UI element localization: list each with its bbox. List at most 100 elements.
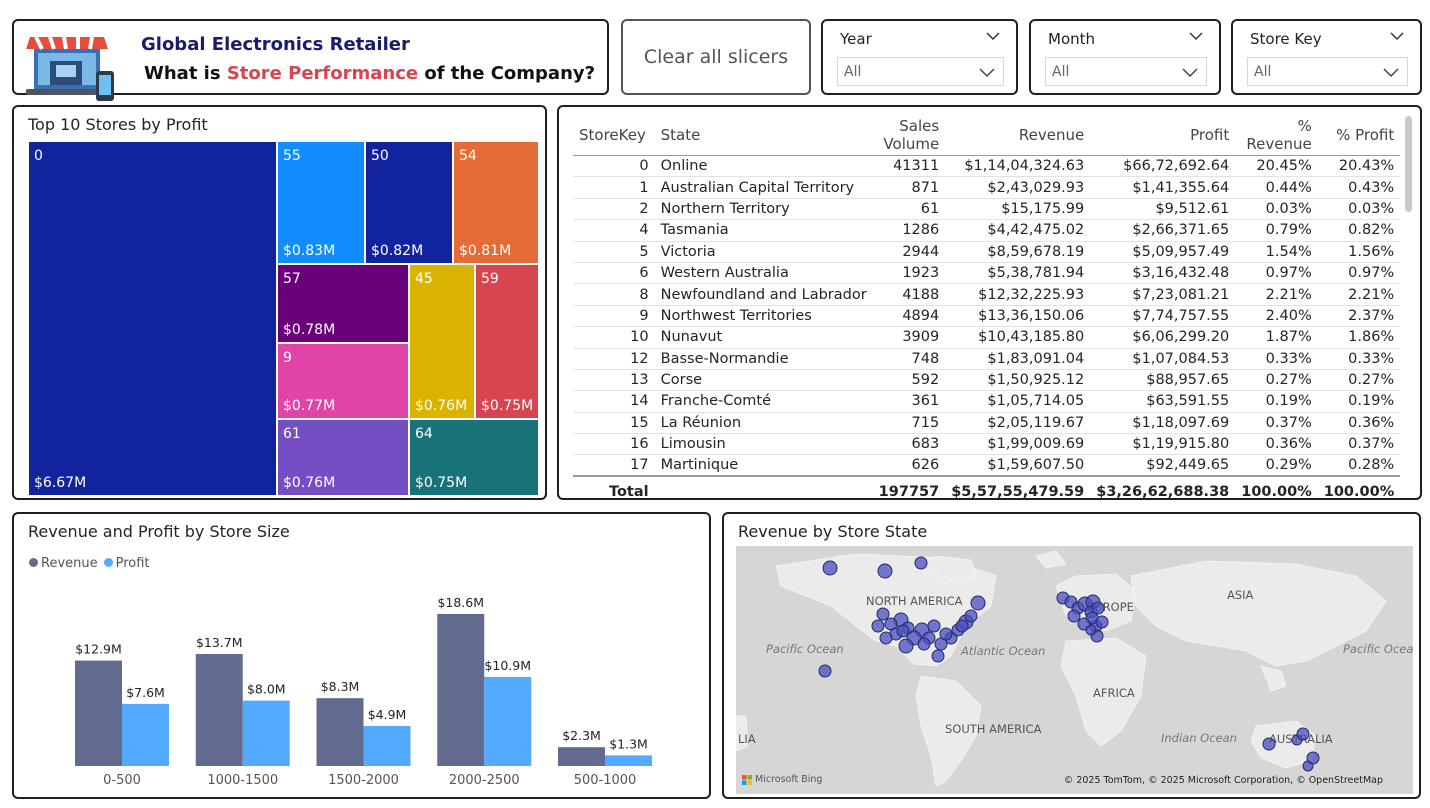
table-row[interactable]: 13 Corse 592 $1,50,925.12 $88,957.65 0.27% 0.2… — [573, 369, 1401, 392]
month-dropdown[interactable]: All — [1045, 57, 1207, 86]
treemap-cell-value: $0.75M — [481, 398, 534, 414]
legend-item[interactable]: Revenue — [29, 556, 98, 571]
table-row[interactable]: 17 Martinique 626 $1,59,607.50 $92,449.65 0.2… — [573, 454, 1401, 477]
map-bubble[interactable] — [1085, 624, 1097, 636]
bar-revenue[interactable] — [437, 614, 485, 766]
world-map[interactable]: NORTH AMERICA EUROPE ASIA AFRICA SOUTH A… — [736, 546, 1413, 794]
year-dropdown[interactable]: All — [837, 57, 1004, 86]
table-column-header[interactable]: % Profit — [1317, 115, 1401, 156]
treemap-cell[interactable]: 61 $0.76M — [277, 419, 409, 496]
bar-revenue[interactable] — [316, 698, 364, 766]
map-bubble[interactable] — [1262, 737, 1276, 751]
bar-chart: $12.9M $7.6M 0-500 $13.7M $8.0M 1000-1500 $8.3… — [75, 595, 652, 788]
legend-label: Profit — [115, 556, 150, 571]
bar-profit[interactable] — [242, 700, 290, 766]
map-bubble[interactable] — [970, 595, 986, 611]
table-row[interactable]: 10 Nunavut 3909 $10,43,185.80 $6,06,299.20 1.… — [573, 326, 1401, 349]
map-bubble[interactable] — [931, 649, 945, 663]
table-row[interactable]: 4 Tasmania 1286 $4,42,475.02 $2,66,371.65 0.7… — [573, 219, 1401, 242]
map-bubble[interactable] — [955, 619, 969, 633]
treemap-cell[interactable]: 0 $6.67M — [28, 141, 277, 496]
table-column-header[interactable]: StoreKey — [573, 115, 655, 156]
table-row[interactable]: 15 La Réunion 715 $2,05,119.67 $1,18,097.69 0… — [573, 412, 1401, 435]
table-row[interactable]: 14 Franche-Comté 361 $1,05,714.05 $63,591.55… — [573, 390, 1401, 413]
treemap-cell[interactable]: 54 $0.81M — [453, 141, 539, 264]
chevron-down-icon[interactable] — [986, 29, 1000, 43]
table-row[interactable]: 5 Victoria 2944 $8,59,678.19 $5,09,957.49 1.5… — [573, 241, 1401, 263]
table-cell: $9,512.61 — [1090, 198, 1236, 221]
legend-item[interactable]: Profit — [103, 556, 150, 571]
bar-revenue[interactable] — [195, 654, 243, 766]
table-cell: Northern Territory — [654, 198, 873, 221]
map-bubble[interactable] — [914, 556, 928, 570]
table-cell: $2,66,371.65 — [1090, 219, 1236, 242]
table-row[interactable]: 9 Northwest Territories 4894 $13,36,150.06 $… — [573, 305, 1401, 328]
table-column-header[interactable]: % Revenue — [1235, 115, 1318, 156]
map-bubble[interactable] — [1296, 727, 1310, 741]
map-bubble[interactable] — [964, 609, 978, 623]
store-key-dropdown[interactable]: All — [1247, 57, 1408, 86]
treemap-cell[interactable]: 57 $0.78M — [277, 264, 409, 343]
treemap-cell[interactable]: 55 $0.83M — [277, 141, 365, 264]
map-bubble[interactable] — [879, 631, 893, 645]
table-row[interactable]: 0 Online 41311 $1,14,04,324.63 $66,72,692.64… — [573, 155, 1401, 178]
treemap-cell[interactable]: 45 $0.76M — [409, 264, 475, 419]
treemap-cell[interactable]: 64 $0.75M — [409, 419, 539, 496]
map-bubble[interactable] — [939, 627, 953, 641]
clear-slicers-button[interactable]: Clear all slicers — [621, 19, 811, 95]
table-total-cell: 100.00% — [1317, 475, 1401, 507]
bar-revenue[interactable] — [75, 660, 122, 766]
table-column-header[interactable]: State — [654, 115, 873, 156]
map-bubble[interactable] — [1095, 615, 1109, 629]
table-scrollbar[interactable] — [1405, 116, 1412, 212]
table-cell: 0.43% — [1317, 176, 1401, 199]
treemap-cell-value: $0.75M — [415, 475, 468, 491]
table-row[interactable]: 16 Limousin 683 $1,99,009.69 $1,19,915.80 0.3… — [573, 433, 1401, 456]
map-bubble[interactable] — [917, 637, 931, 651]
x-tick-label: 500-1000 — [574, 773, 637, 788]
map-bubble[interactable] — [896, 624, 910, 638]
bar-profit[interactable] — [484, 676, 532, 766]
map-bubble[interactable] — [1306, 751, 1320, 765]
table-row[interactable]: 8 Newfoundland and Labrador 4188 $12,32,225… — [573, 283, 1401, 306]
table-column-header[interactable]: Sales Volume — [872, 115, 946, 156]
table-cell: 61 — [872, 198, 946, 221]
map-bubble[interactable] — [898, 638, 914, 654]
map-label-pacific-left: Pacific Ocean — [766, 642, 844, 656]
table-row[interactable]: 12 Basse-Normandie 748 $1,83,091.04 $1,07,08… — [573, 348, 1401, 370]
bar-revenue[interactable] — [558, 747, 605, 766]
treemap-cell[interactable]: 59 $0.75M — [475, 264, 539, 419]
map-bubble[interactable] — [1091, 601, 1105, 615]
map-bubble[interactable] — [877, 563, 893, 579]
table-row[interactable]: 2 Northern Territory 61 $15,175.99 $9,512.61… — [573, 198, 1401, 221]
map-bubble[interactable] — [876, 607, 890, 621]
bar-data-label: $2.3M — [562, 728, 601, 743]
table-cell: 0.97% — [1235, 262, 1318, 285]
treemap-cell[interactable]: 9 $0.77M — [277, 343, 409, 419]
table-column-header[interactable]: Profit — [1090, 115, 1236, 156]
store-table-card: StoreKey State Sales Volume Revenue Profit% … — [557, 105, 1422, 507]
treemap-cell-value: $0.76M — [283, 475, 336, 491]
chevron-down-icon[interactable] — [1390, 29, 1404, 43]
bar-data-label: $18.6M — [437, 595, 484, 610]
map-brand-label: Microsoft Bing — [755, 774, 823, 785]
table-cell: $63,591.55 — [1090, 390, 1236, 413]
bar-profit[interactable] — [363, 725, 411, 766]
treemap-cell[interactable]: 50 $0.82M — [365, 141, 453, 264]
map-bubble[interactable] — [871, 619, 885, 633]
map-bubble[interactable] — [927, 619, 941, 633]
bar-profit[interactable] — [122, 703, 169, 766]
table-row[interactable]: 6 Western Australia 1923 $5,38,781.94 $3,16,… — [573, 262, 1401, 285]
map-bubble[interactable] — [818, 664, 832, 678]
map-bubble[interactable] — [822, 560, 838, 576]
chevron-down-icon — [1383, 68, 1399, 78]
table-row[interactable]: 1 Australian Capital Territory 871 $2,43,02… — [573, 176, 1401, 199]
map-bubble[interactable] — [1067, 609, 1081, 623]
table-cell: 1.56% — [1317, 241, 1401, 263]
bar-profit[interactable] — [605, 755, 652, 766]
table-column-header[interactable]: Revenue — [945, 115, 1091, 156]
chevron-down-icon[interactable] — [1189, 29, 1203, 43]
map-credit[interactable]: © 2025 TomTom, © 2025 Microsoft Corporat… — [1063, 775, 1383, 786]
table-cell: $12,32,225.93 — [945, 283, 1091, 306]
treemap-cell-value: $0.76M — [415, 398, 468, 414]
